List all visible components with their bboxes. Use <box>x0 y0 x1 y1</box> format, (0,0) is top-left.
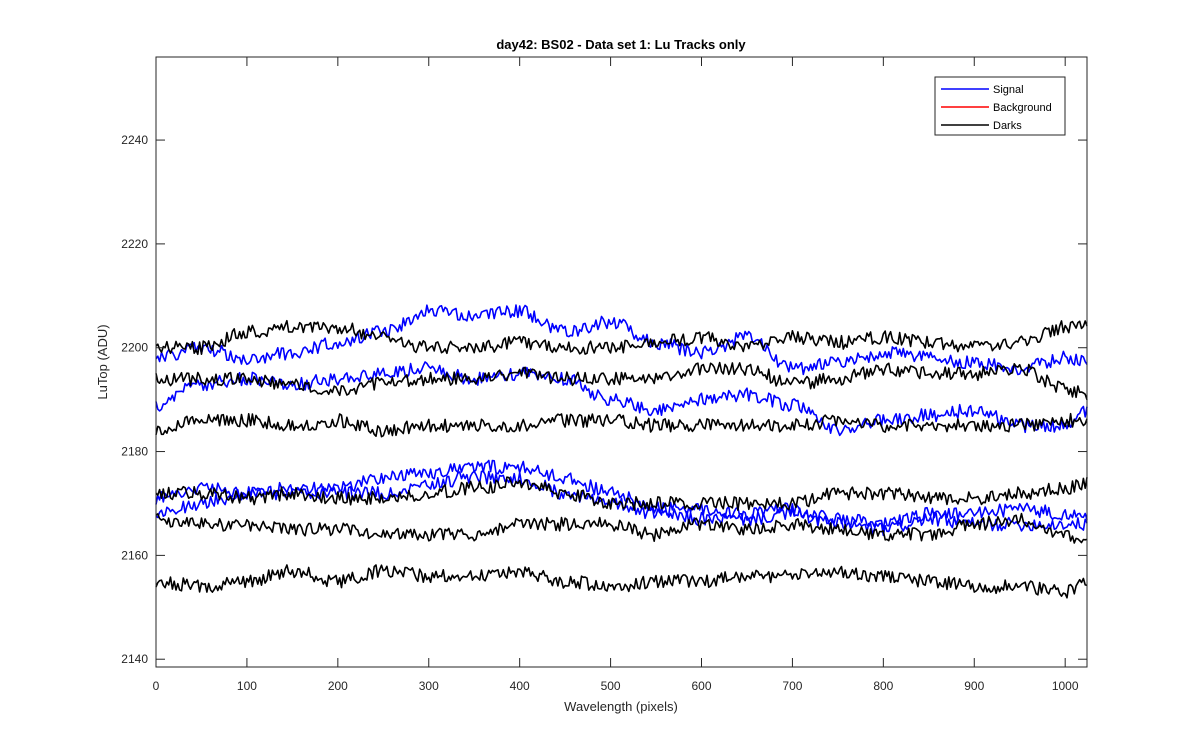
y-tick-label: 2180 <box>121 445 148 459</box>
series-line-signal-0 <box>155 304 1088 376</box>
x-tick-label: 600 <box>691 679 711 693</box>
legend: Signal Background Darks <box>934 76 1066 136</box>
series-line-darks-5 <box>155 361 1088 401</box>
legend-entry-background: Background <box>993 102 1052 114</box>
y-axis-label: LuTop (ADU) <box>95 324 110 399</box>
y-tick-label: 2240 <box>121 133 148 147</box>
x-tick-label: 300 <box>419 679 439 693</box>
legend-entry-darks: Darks <box>993 120 1022 132</box>
series-line-darks-8 <box>155 512 1088 544</box>
legend-entry-signal: Signal <box>993 84 1024 96</box>
x-tick-label: 0 <box>153 679 160 693</box>
chart-title: day42: BS02 - Data set 1: Lu Tracks only <box>496 37 746 52</box>
series-line-signal-3 <box>155 470 1088 537</box>
x-tick-label: 500 <box>601 679 621 693</box>
x-tick-label: 100 <box>237 679 257 693</box>
x-axis-label: Wavelength (pixels) <box>564 699 678 714</box>
plot-area <box>156 57 1087 667</box>
x-tick-label: 700 <box>782 679 802 693</box>
x-tick-label: 900 <box>964 679 984 693</box>
series-line-darks-4 <box>155 319 1088 356</box>
series-line-signal-1 <box>155 361 1088 437</box>
x-tick-label: 200 <box>328 679 348 693</box>
series-line-darks-7 <box>155 476 1088 511</box>
x-tick-label: 1000 <box>1052 679 1079 693</box>
y-tick-label: 2220 <box>121 237 148 251</box>
y-tick-label: 2160 <box>121 548 148 562</box>
series-line-darks-6 <box>155 412 1088 438</box>
series-line-signal-2 <box>155 459 1088 531</box>
series-group <box>155 304 1088 599</box>
x-tick-label: 800 <box>873 679 893 693</box>
series-line-darks-9 <box>155 564 1088 599</box>
y-tick-label: 2140 <box>121 652 148 666</box>
plot-frame <box>155 56 1088 668</box>
axis-ticks: 0 100 200 300 400 500 600 700 800 900 1000 2140 2160… <box>121 57 1087 693</box>
y-tick-label: 2200 <box>121 341 148 355</box>
x-tick-label: 400 <box>510 679 530 693</box>
